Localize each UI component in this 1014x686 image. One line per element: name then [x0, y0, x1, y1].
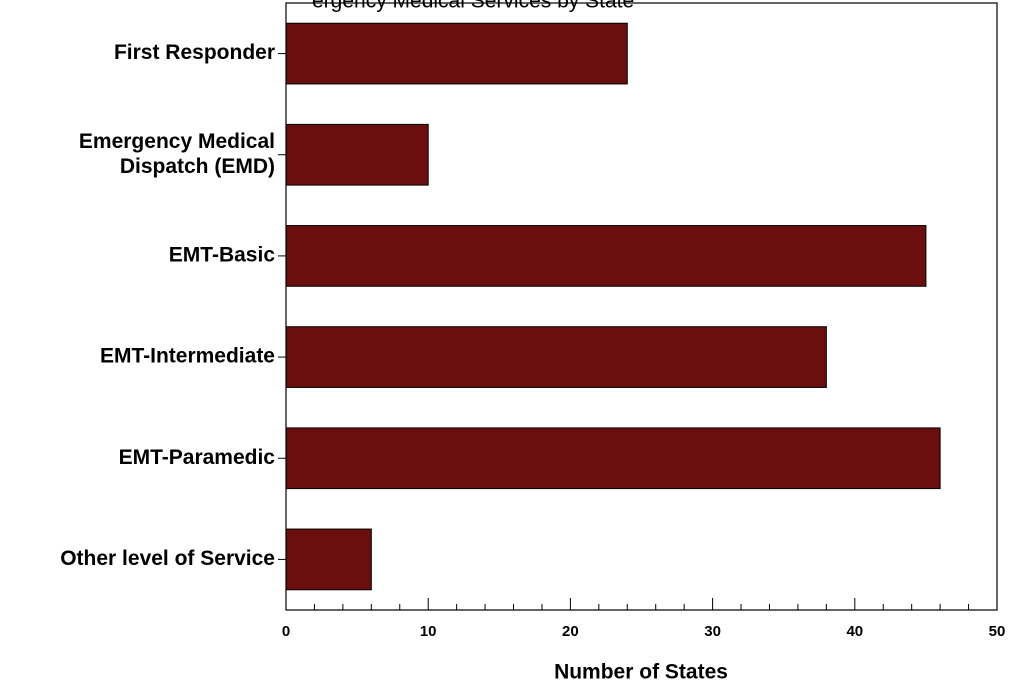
x-tick-label: 20	[562, 623, 579, 640]
x-tick-label: 10	[420, 623, 437, 640]
y-tick-label: EMT-Intermediate	[100, 345, 275, 368]
x-axis-title: Number of States	[554, 661, 728, 684]
bar	[285, 528, 372, 591]
bar	[285, 22, 628, 85]
bar	[285, 123, 429, 186]
plot-frame	[285, 2, 998, 611]
y-tick-label: Other level of Service	[60, 547, 275, 570]
chart-title: ergency Medical Services by State	[312, 0, 634, 13]
y-tick-label: First Responder	[114, 41, 275, 64]
bar	[285, 326, 827, 388]
y-tick-label: EMT-Basic	[169, 243, 276, 266]
bars-layer	[285, 22, 941, 591]
x-tick-label: 40	[846, 623, 863, 640]
x-tick-label: 50	[989, 623, 1006, 640]
bar	[285, 427, 941, 490]
axis-layer: First Responder Emergency MedicalDispatch…	[60, 41, 1005, 640]
x-tick-label: 30	[704, 623, 721, 640]
y-tick-label: Dispatch (EMD)	[120, 155, 275, 178]
x-tick-label: 0	[282, 623, 290, 640]
y-tick-label: EMT-Paramedic	[119, 446, 276, 469]
y-tick-label: Emergency Medical	[79, 130, 275, 153]
bar	[285, 225, 927, 287]
